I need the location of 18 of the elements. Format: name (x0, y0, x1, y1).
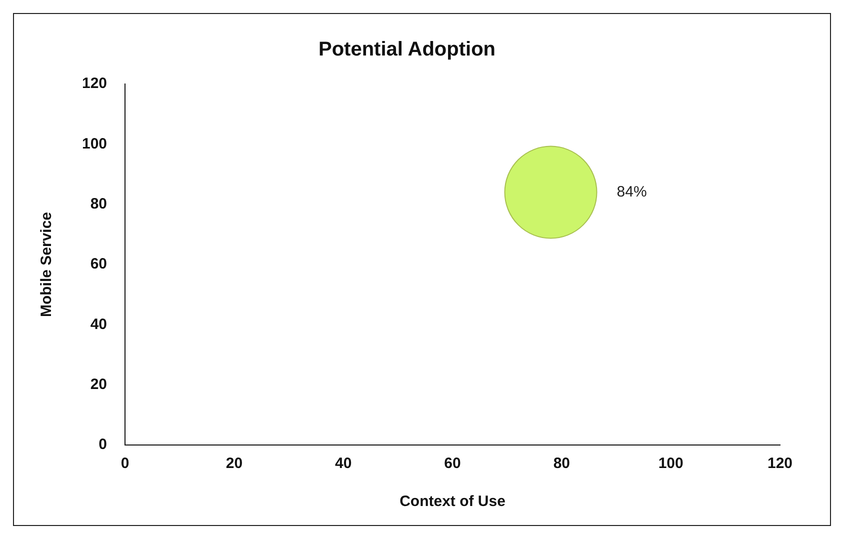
x-tick-label: 20 (226, 455, 243, 472)
y-axis-title: Mobile Service (38, 212, 56, 318)
y-tick-label: 40 (90, 316, 108, 333)
y-tick-label: 100 (82, 135, 108, 152)
data-label: 84% (616, 183, 647, 200)
x-tick-label: 100 (658, 455, 684, 472)
y-tick-label: 80 (90, 195, 108, 212)
y-tick-label: 60 (90, 256, 108, 273)
x-axis-title: Context of Use (400, 493, 506, 510)
y-tick-label: 20 (90, 376, 108, 393)
y-tick-label: 120 (82, 75, 108, 92)
y-tick-label: 0 (98, 436, 108, 454)
x-tick-label: 0 (120, 455, 130, 472)
chart-title: Potential Adoption (318, 38, 496, 61)
x-tick-label: 80 (553, 455, 570, 472)
x-tick-label: 60 (444, 455, 461, 472)
x-tick-label: 40 (335, 455, 352, 472)
x-tick-label: 120 (767, 455, 793, 472)
